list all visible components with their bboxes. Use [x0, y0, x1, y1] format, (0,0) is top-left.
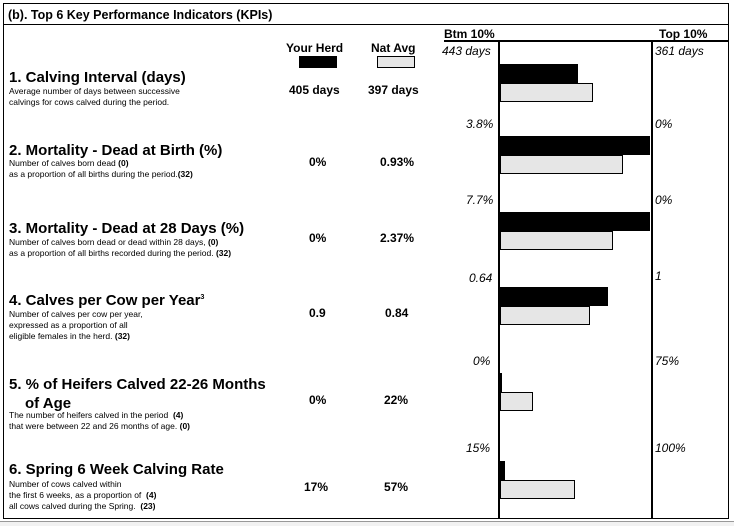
nat-avg-value: 57% [384, 480, 409, 494]
btm-10-header: Btm 10% [444, 27, 495, 41]
top-scale-label: 75% [655, 354, 680, 368]
your-herd-value: 17% [304, 480, 329, 494]
top-scale-label: 1 [655, 269, 662, 283]
nat-avg-bar [500, 83, 593, 102]
kpi-desc: Number of calves born dead or dead withi… [9, 237, 232, 259]
nat-avg-value: 22% [384, 393, 409, 407]
top-scale-label: 0% [655, 193, 673, 207]
btm-scale-label: 0.64 [469, 271, 493, 285]
nat-avg-bar [500, 155, 623, 174]
top-scale-label: 361 days [655, 44, 704, 58]
your-herd-legend-swatch [299, 56, 337, 68]
your-herd-bar [500, 373, 502, 392]
kpi-desc: Number of calves per cow per year, expre… [9, 309, 143, 342]
section-title: (b). Top 6 Key Performance Indicators (K… [8, 8, 273, 22]
btm-scale-label: 15% [466, 441, 491, 455]
kpi-title-continued: of Age [25, 395, 72, 412]
nat-avg-value: 0.84 [385, 306, 409, 320]
your-herd-bar [500, 212, 650, 231]
your-herd-header: Your Herd [286, 41, 344, 55]
nat-avg-header: Nat Avg [371, 41, 416, 55]
kpi-desc: Average number of days between successiv… [9, 86, 180, 108]
kpi-title: 6. Spring 6 Week Calving Rate [9, 461, 224, 478]
btm-scale-label: 443 days [442, 44, 491, 58]
report-frame [3, 3, 729, 519]
btm-scale-label: 7.7% [466, 193, 494, 207]
nat-avg-bar [500, 306, 590, 325]
your-herd-bar [500, 64, 578, 83]
footnote-marker: 3 [200, 294, 205, 301]
kpi-desc: Number of calves born dead (0) as a prop… [9, 158, 193, 180]
nat-avg-value: 2.37% [380, 231, 415, 245]
btm-10-line [498, 41, 500, 519]
your-herd-value: 405 days [289, 83, 340, 97]
benchmark-header-rule [444, 40, 728, 42]
kpi-title: 5. % of Heifers Calved 22-26 Months [9, 376, 266, 393]
your-herd-bar [500, 136, 650, 155]
kpi-title: 2. Mortality - Dead at Birth (%) [9, 142, 223, 159]
kpi-title: 4. Calves per Cow per Year3 [9, 292, 205, 309]
kpi-title: 3. Mortality - Dead at 28 Days (%) [9, 220, 245, 237]
nat-avg-bar [500, 231, 613, 250]
btm-scale-label: 3.8% [466, 117, 494, 131]
nat-avg-bar [500, 480, 575, 499]
nat-avg-bar [500, 392, 533, 411]
your-herd-value: 0% [309, 393, 327, 407]
page-bottom-strip [0, 521, 734, 526]
kpi-title: 1. Calving Interval (days) [9, 69, 186, 86]
top-scale-label: 0% [655, 117, 673, 131]
nat-avg-value: 0.93% [380, 155, 415, 169]
btm-scale-label: 0% [473, 354, 491, 368]
top-10-header: Top 10% [659, 27, 708, 41]
nat-avg-value: 397 days [368, 83, 419, 97]
top-scale-label: 100% [655, 441, 686, 455]
kpi-desc: The number of heifers calved in the peri… [9, 410, 190, 432]
top-10-line [651, 41, 653, 519]
header-rule [3, 24, 729, 25]
kpi-desc: Number of cows calved within the first 6… [9, 479, 157, 512]
your-herd-value: 0% [309, 231, 327, 245]
your-herd-value: 0.9 [309, 306, 326, 320]
your-herd-bar [500, 287, 608, 306]
your-herd-value: 0% [309, 155, 327, 169]
your-herd-bar [500, 461, 505, 480]
nat-avg-legend-swatch [377, 56, 415, 68]
